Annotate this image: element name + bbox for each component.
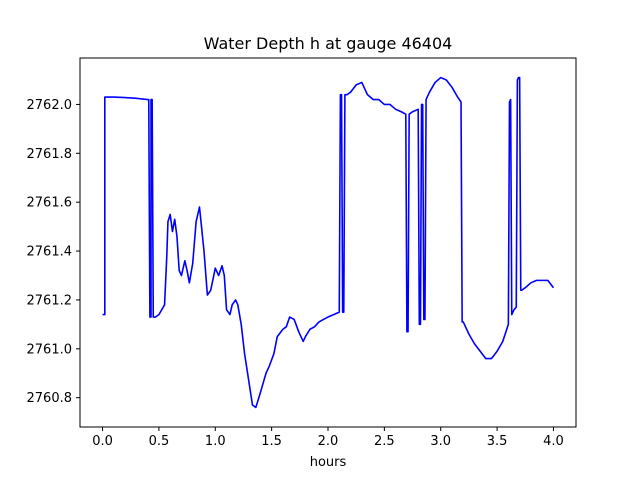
x-tick-label: 0.0 — [92, 434, 113, 449]
x-tick-label: 1.5 — [261, 434, 282, 449]
y-tick-label: 2761.6 — [27, 196, 73, 211]
x-tick-label: 3.0 — [430, 434, 451, 449]
chart-title: Water Depth h at gauge 46404 — [204, 34, 453, 53]
y-axis: 2760.8 2761.0 2761.2 2761.4 2761.6 2761.8 2762… — [27, 98, 80, 406]
y-tick-label: 2760.8 — [27, 391, 73, 406]
y-tick-label: 2761.8 — [27, 147, 73, 162]
y-tick-label: 2761.2 — [27, 293, 73, 308]
x-axis: 0.0 0.5 1.0 1.5 2.0 2.5 3.0 3.5 4.0 — [92, 427, 564, 449]
x-tick-label: 2.5 — [374, 434, 395, 449]
series-line-0 — [102, 76, 555, 409]
x-tick-label: 3.5 — [487, 434, 508, 449]
x-axis-label: hours — [310, 455, 347, 470]
x-tick-label: 2.0 — [318, 434, 339, 449]
x-tick-label: 4.0 — [543, 434, 564, 449]
y-tick-label: 2761.0 — [27, 342, 73, 357]
y-tick-label: 2761.4 — [27, 245, 73, 260]
y-tick-label: 2762.0 — [27, 98, 73, 113]
x-tick-label: 0.5 — [149, 434, 170, 449]
x-tick-label: 1.0 — [205, 434, 226, 449]
